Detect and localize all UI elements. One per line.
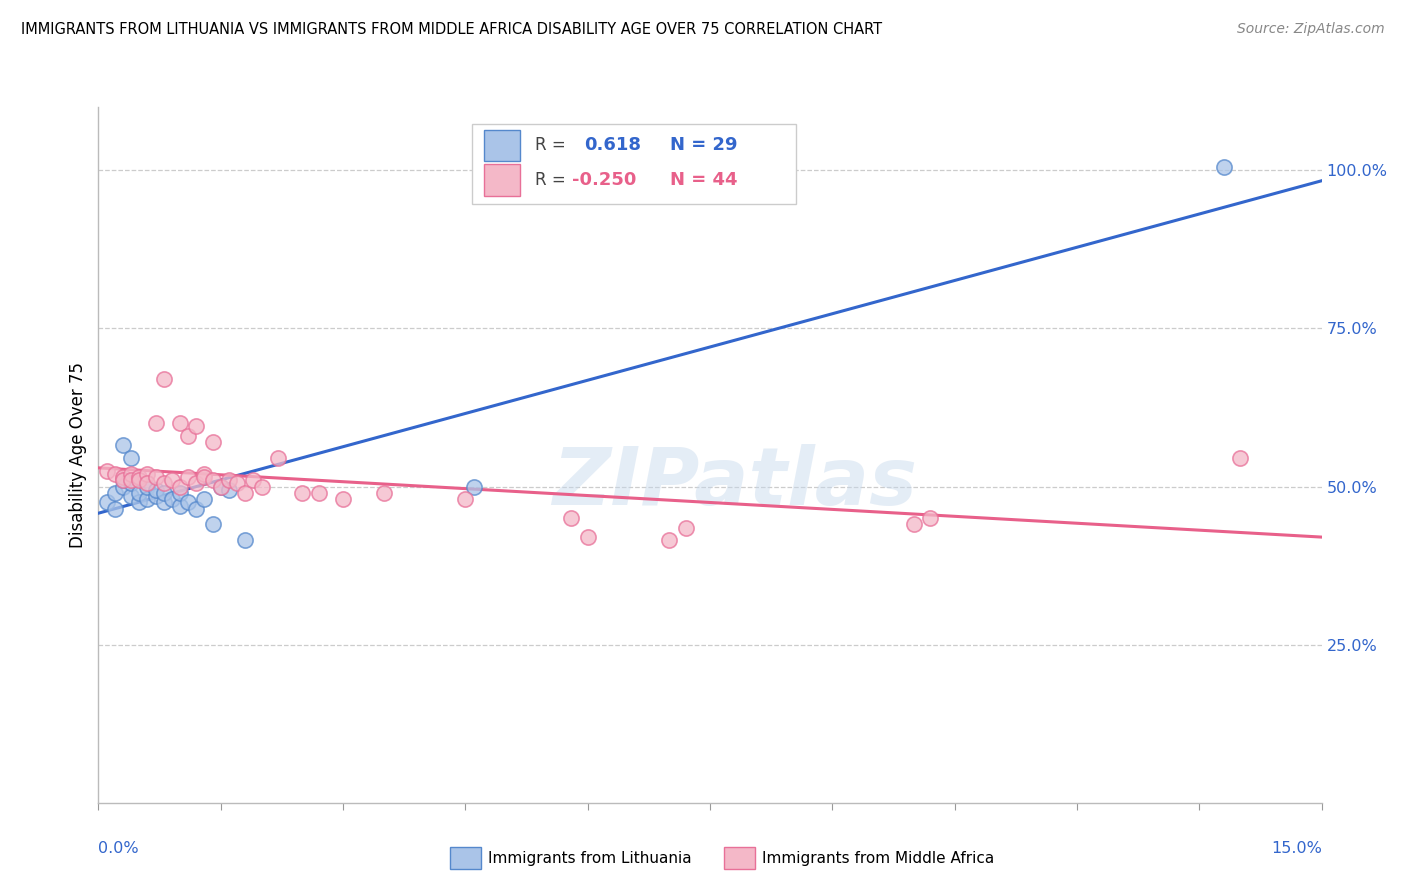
- Point: [120, 467, 142, 481]
- Point: [120, 473, 142, 487]
- Point: [128, 470, 150, 484]
- Point: [169, 499, 191, 513]
- Point: [136, 467, 159, 481]
- Point: [242, 473, 264, 487]
- Text: 15.0%: 15.0%: [1271, 841, 1322, 856]
- Text: R =: R =: [536, 136, 565, 154]
- Point: [128, 473, 150, 487]
- Point: [111, 470, 134, 484]
- Point: [145, 417, 167, 431]
- Point: [186, 476, 208, 491]
- Point: [201, 517, 224, 532]
- Text: -0.250: -0.250: [572, 171, 636, 189]
- Point: [104, 501, 127, 516]
- Text: 0.0%: 0.0%: [98, 841, 139, 856]
- Point: [463, 479, 485, 493]
- Point: [193, 467, 215, 481]
- Point: [128, 486, 150, 500]
- Text: N = 44: N = 44: [669, 171, 737, 189]
- Point: [291, 486, 314, 500]
- Point: [152, 372, 174, 386]
- Point: [233, 533, 256, 548]
- Text: Source: ZipAtlas.com: Source: ZipAtlas.com: [1237, 22, 1385, 37]
- Point: [96, 464, 118, 478]
- Point: [104, 467, 127, 481]
- Point: [226, 476, 249, 491]
- Point: [560, 511, 582, 525]
- Point: [145, 483, 167, 497]
- Point: [145, 470, 167, 484]
- Point: [373, 486, 395, 500]
- Point: [308, 486, 330, 500]
- Point: [903, 517, 925, 532]
- Point: [128, 495, 150, 509]
- Point: [177, 429, 200, 443]
- Point: [136, 492, 159, 507]
- Point: [120, 489, 142, 503]
- Point: [193, 492, 215, 507]
- Point: [169, 486, 191, 500]
- Point: [193, 470, 215, 484]
- Point: [576, 530, 599, 544]
- Bar: [484, 164, 520, 195]
- Point: [96, 495, 118, 509]
- Point: [233, 486, 256, 500]
- Point: [267, 451, 290, 466]
- Point: [169, 417, 191, 431]
- Point: [218, 473, 240, 487]
- Point: [201, 473, 224, 487]
- Point: [201, 435, 224, 450]
- Point: [111, 473, 134, 487]
- Point: [177, 470, 200, 484]
- Point: [1212, 160, 1234, 174]
- Point: [186, 419, 208, 434]
- Point: [136, 476, 159, 491]
- Point: [1229, 451, 1251, 466]
- Point: [177, 495, 200, 509]
- Point: [920, 511, 942, 525]
- Point: [120, 451, 142, 466]
- Point: [136, 479, 159, 493]
- Point: [152, 486, 174, 500]
- FancyBboxPatch shape: [471, 124, 796, 204]
- Text: Immigrants from Middle Africa: Immigrants from Middle Africa: [762, 851, 994, 865]
- Point: [111, 438, 134, 452]
- Point: [658, 533, 681, 548]
- Text: Immigrants from Lithuania: Immigrants from Lithuania: [488, 851, 692, 865]
- Point: [675, 521, 697, 535]
- Text: IMMIGRANTS FROM LITHUANIA VS IMMIGRANTS FROM MIDDLE AFRICA DISABILITY AGE OVER 7: IMMIGRANTS FROM LITHUANIA VS IMMIGRANTS …: [21, 22, 882, 37]
- Point: [250, 479, 273, 493]
- Point: [209, 479, 232, 493]
- Point: [332, 492, 354, 507]
- Text: ZIPatlas: ZIPatlas: [553, 443, 917, 522]
- Point: [454, 492, 477, 507]
- Point: [152, 495, 174, 509]
- Point: [160, 473, 183, 487]
- Point: [111, 473, 134, 487]
- Point: [186, 501, 208, 516]
- Bar: [484, 129, 520, 161]
- Point: [111, 479, 134, 493]
- Text: 0.618: 0.618: [583, 136, 641, 154]
- Text: R =: R =: [536, 171, 565, 189]
- Y-axis label: Disability Age Over 75: Disability Age Over 75: [69, 362, 87, 548]
- Point: [218, 483, 240, 497]
- Point: [169, 479, 191, 493]
- Text: N = 29: N = 29: [669, 136, 737, 154]
- Point: [104, 486, 127, 500]
- Point: [120, 476, 142, 491]
- Point: [145, 489, 167, 503]
- Point: [209, 479, 232, 493]
- Point: [152, 476, 174, 491]
- Point: [160, 492, 183, 507]
